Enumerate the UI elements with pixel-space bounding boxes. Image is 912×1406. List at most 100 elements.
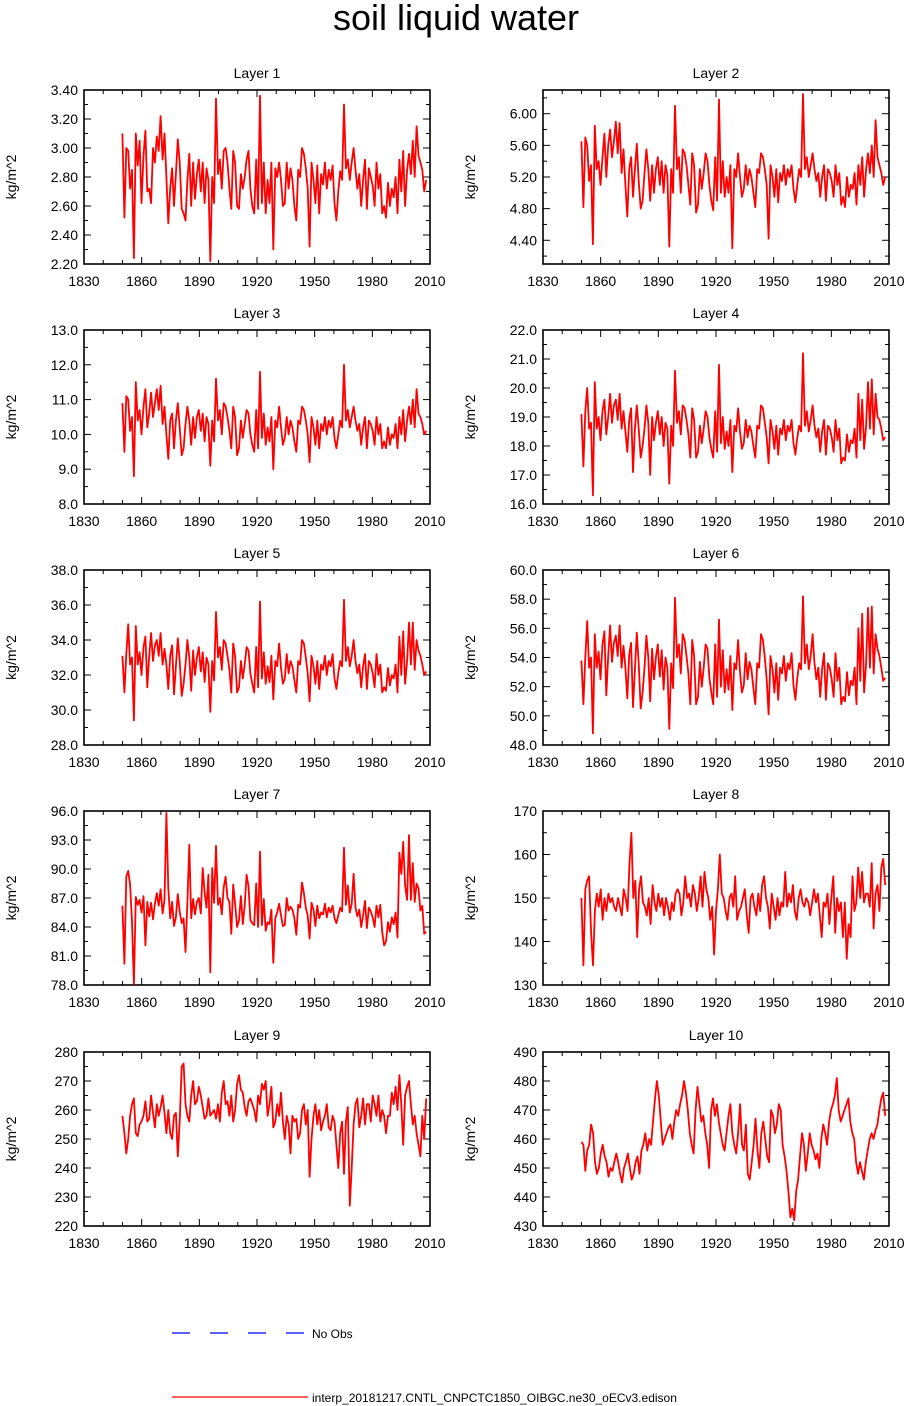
y-tick-label: 470 [514,1102,538,1118]
x-tick-label: 2010 [414,994,445,1010]
y-tick-label: 170 [514,803,538,819]
y-axis-label: kg/m^2 [462,635,478,680]
x-tick-label: 1980 [357,1235,388,1251]
y-tick-label: 150 [514,890,538,906]
x-tick-label: 1860 [585,273,616,289]
x-tick-label: 1890 [643,273,674,289]
y-tick-label: 19.0 [510,409,537,425]
y-tick-label: 48.0 [510,737,537,753]
x-tick-label: 2010 [873,1235,904,1251]
figure-title: soil liquid water [333,0,579,38]
y-tick-label: 93.0 [51,832,78,848]
y-tick-label: 480 [514,1073,538,1089]
x-tick-label: 1980 [816,1235,847,1251]
series-line [121,363,427,478]
series-line [121,812,427,985]
y-tick-label: 18.0 [510,438,537,454]
x-tick-label: 2010 [873,994,904,1010]
y-tick-label: 90.0 [51,861,78,877]
x-tick-label: 1890 [184,1235,215,1251]
y-tick-label: 12.0 [51,357,78,373]
y-tick-label: 36.0 [51,597,78,613]
chart-panel-layer-3: Layer 3 kg/m^2 1830 1860 1890 1920 1950 1980 201… [3,305,446,529]
x-tick-label: 1980 [816,994,847,1010]
x-tick-label: 1950 [758,1235,789,1251]
series-line [121,598,427,722]
y-tick-label: 2.60 [51,198,78,214]
x-tick-label: 1980 [816,754,847,770]
y-tick-label: 17.0 [510,467,537,483]
y-tick-label: 21.0 [510,351,537,367]
y-tick-label: 60.0 [510,562,537,578]
x-tick-label: 1830 [68,1235,99,1251]
chart-panel-layer-6: Layer 6 kg/m^2 1830 1860 1890 1920 1950 1980 201… [462,545,905,770]
x-tick-label: 1980 [816,513,847,529]
y-tick-label: 2.20 [51,256,78,272]
x-tick-label: 2010 [873,513,904,529]
x-tick-label: 1860 [585,754,616,770]
y-tick-label: 140 [514,934,538,950]
x-tick-label: 1920 [241,273,272,289]
y-tick-label: 270 [55,1073,79,1089]
y-tick-label: 160 [514,847,538,863]
plot-frame [83,1051,431,1227]
y-axis-label: kg/m^2 [3,875,19,920]
legend-model-label: interp_20181217.CNTL_CNPCTC1850_OIBGC.ne… [312,1391,677,1405]
x-tick-label: 1890 [643,1235,674,1251]
x-tick-label: 1860 [585,994,616,1010]
y-axis-label: kg/m^2 [462,875,478,920]
y-tick-label: 230 [55,1189,79,1205]
y-tick-label: 78.0 [51,977,78,993]
x-tick-label: 1980 [357,513,388,529]
y-tick-label: 130 [514,977,538,993]
y-tick-label: 84.0 [51,919,78,935]
y-tick-label: 16.0 [510,496,537,512]
x-tick-label: 1920 [700,273,731,289]
y-tick-label: 250 [55,1131,79,1147]
panel-title: Layer 3 [234,305,281,321]
y-tick-label: 8.0 [59,496,79,512]
y-tick-label: 34.0 [51,632,78,648]
y-axis-label: kg/m^2 [462,154,478,199]
x-tick-label: 1950 [758,754,789,770]
legend-no-obs-label: No Obs [312,1327,353,1341]
y-tick-label: 220 [55,1218,79,1234]
y-axis-label: kg/m^2 [3,154,19,199]
y-tick-label: 490 [514,1044,538,1060]
y-tick-label: 32.0 [51,667,78,683]
x-tick-label: 1920 [700,754,731,770]
x-tick-label: 1950 [299,754,330,770]
x-tick-label: 1830 [68,513,99,529]
series-line [121,94,428,263]
x-tick-label: 1920 [700,1235,731,1251]
y-tick-label: 20.0 [510,380,537,396]
y-tick-label: 13.0 [51,322,78,338]
x-tick-label: 1920 [241,1235,272,1251]
x-tick-label: 1950 [758,513,789,529]
y-tick-label: 96.0 [51,803,78,819]
x-tick-label: 1860 [585,1235,616,1251]
x-tick-label: 1830 [68,754,99,770]
x-tick-label: 1890 [643,513,674,529]
x-tick-label: 2010 [414,273,445,289]
y-tick-label: 4.80 [510,201,537,217]
y-tick-label: 6.00 [510,106,537,122]
y-axis-label: kg/m^2 [3,394,19,439]
y-axis-label: kg/m^2 [462,1116,478,1161]
x-tick-label: 1830 [527,273,558,289]
y-tick-label: 10.0 [51,426,78,442]
x-tick-label: 1860 [126,1235,157,1251]
chart-panel-layer-7: Layer 7 kg/m^2 1830 1860 1890 1920 1950 1980 201… [3,786,446,1010]
x-tick-label: 2010 [873,273,904,289]
y-tick-label: 3.00 [51,140,78,156]
x-tick-label: 1950 [299,513,330,529]
x-tick-label: 2010 [414,1235,445,1251]
y-tick-label: 3.20 [51,111,78,127]
x-tick-label: 1950 [299,1235,330,1251]
panel-title: Layer 9 [234,1027,281,1043]
legend: No Obs interp_20181217.CNTL_CNPCTC1850_O… [172,1327,677,1405]
series-line [580,352,886,497]
x-tick-label: 1890 [184,754,215,770]
x-tick-label: 1890 [184,994,215,1010]
